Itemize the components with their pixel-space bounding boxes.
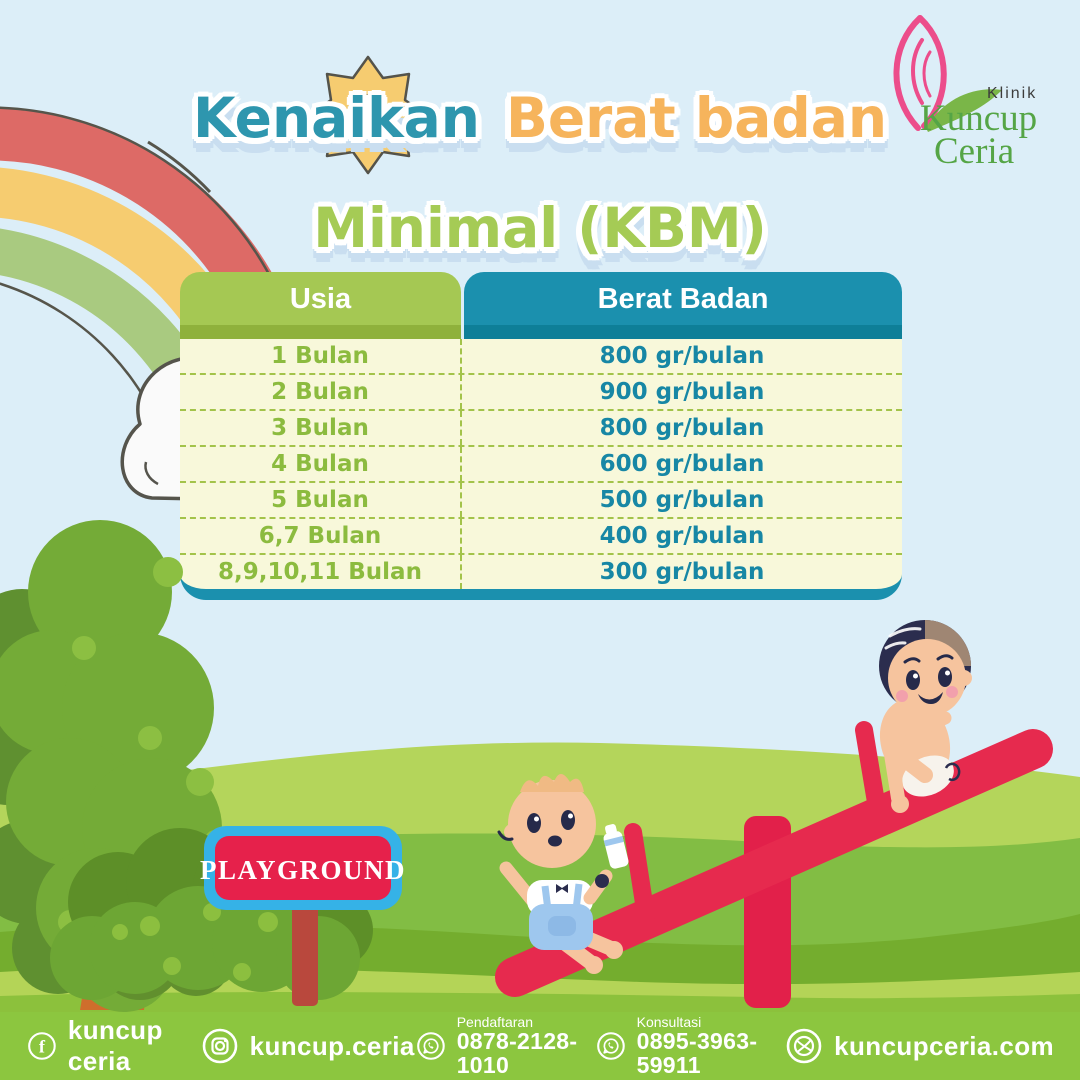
svg-text:f: f bbox=[39, 1036, 46, 1056]
title-word-kenaikan: Kenaikan bbox=[193, 86, 480, 150]
cell-usia: 3 Bulan bbox=[180, 411, 462, 445]
baby-right-illustration bbox=[879, 620, 972, 813]
instagram-handle: kuncup.ceria bbox=[249, 1030, 415, 1061]
website-url: kuncupceria.com bbox=[834, 1030, 1054, 1061]
cell-usia: 4 Bulan bbox=[180, 447, 462, 481]
baby-left-illustration bbox=[497, 774, 629, 974]
logo-leaf bbox=[926, 89, 1002, 132]
table-row: 1 Bulan 800 gr/bulan bbox=[180, 339, 902, 375]
sign-post bbox=[292, 898, 318, 1006]
clinic-logo: Klinik Kuncup Ceria bbox=[893, 15, 1037, 172]
table-row: 2 Bulan 900 gr/bulan bbox=[180, 375, 902, 411]
playground-sign: PLAYGROUND bbox=[200, 826, 406, 1006]
footer-facebook[interactable]: f kuncup ceria bbox=[26, 1015, 200, 1077]
playground-scene: PLAYGROUND bbox=[0, 520, 1080, 1012]
title-word-minimal-kbm: Minimal (KBM) bbox=[313, 196, 767, 260]
title-line1: Kenaikan Berat badan bbox=[0, 70, 1080, 180]
seesaw-handle-right bbox=[855, 721, 887, 823]
logo-bud-inner2 bbox=[922, 50, 932, 98]
sign-label: PLAYGROUND bbox=[200, 855, 406, 885]
footer-whatsapp-konsultasi[interactable]: Konsultasi 0895-3963-59911 bbox=[595, 1013, 784, 1079]
table-header-row: Usia Berat Badan bbox=[180, 272, 902, 339]
cell-berat: 600 gr/bulan bbox=[599, 451, 765, 477]
logo-bud-right bbox=[917, 15, 947, 129]
facebook-handle: kuncup ceria bbox=[67, 1015, 163, 1076]
footer-whatsapp-pendaftaran[interactable]: Pendaftaran 0878-2128-1010 bbox=[415, 1013, 595, 1079]
logo-name-line1: Kuncup bbox=[920, 98, 1037, 139]
rainbow-outline-bottom bbox=[0, 282, 152, 409]
baby-hair-tuft bbox=[520, 774, 584, 792]
cell-berat: 800 gr/bulan bbox=[599, 415, 765, 441]
kbm-table: Usia Berat Badan 1 Bulan 800 gr/bulan 2 … bbox=[180, 272, 902, 600]
col-header-berat-label: Berat Badan bbox=[597, 283, 769, 315]
logo-bud-inner1 bbox=[911, 38, 924, 105]
title-word-berat-badan: Berat badan bbox=[505, 86, 887, 150]
header-shade-green bbox=[180, 325, 461, 339]
cell-berat: 300 gr/bulan bbox=[599, 559, 765, 585]
cell-usia: 6,7 Bulan bbox=[180, 519, 462, 553]
sun-icon bbox=[308, 55, 428, 175]
whatsapp-number: 0895-3963-59911 bbox=[636, 1028, 758, 1079]
whatsapp-number: 0878-2128-1010 bbox=[456, 1028, 578, 1079]
whatsapp-icon bbox=[596, 1032, 625, 1060]
baby-head bbox=[888, 639, 966, 717]
title-line2: Minimal (KBM) bbox=[0, 180, 1080, 290]
baby-head bbox=[508, 780, 596, 868]
logo-bud-left bbox=[893, 15, 923, 131]
baby-bowtie bbox=[556, 884, 568, 893]
header-shade-teal bbox=[464, 325, 902, 339]
cell-usia: 1 Bulan bbox=[180, 339, 462, 373]
milk-bottle bbox=[603, 824, 629, 869]
cell-berat: 800 gr/bulan bbox=[599, 343, 765, 369]
cell-berat: 900 gr/bulan bbox=[599, 379, 765, 405]
table-row: 5 Bulan 500 gr/bulan bbox=[180, 483, 902, 519]
globe-icon bbox=[786, 1028, 822, 1064]
hill-bottom bbox=[0, 992, 1080, 1012]
cell-berat: 400 gr/bulan bbox=[599, 523, 765, 549]
cell-berat: 500 gr/bulan bbox=[599, 487, 765, 513]
table-row: 4 Bulan 600 gr/bulan bbox=[180, 447, 902, 483]
cell-usia: 2 Bulan bbox=[180, 375, 462, 409]
rainbow-accent-line bbox=[147, 140, 212, 194]
col-header-usia-label: Usia bbox=[289, 283, 352, 315]
facebook-icon: f bbox=[28, 1032, 56, 1060]
col-header-usia: Usia bbox=[180, 272, 461, 339]
table-row: 3 Bulan 800 gr/bulan bbox=[180, 411, 902, 447]
logo-name-line2: Ceria bbox=[934, 131, 1014, 172]
cloud-accent-line2 bbox=[144, 461, 159, 486]
rainbow-outline bbox=[0, 106, 290, 317]
whatsapp-icon bbox=[416, 1032, 445, 1060]
sign-panel bbox=[215, 836, 391, 900]
cell-usia: 8,9,10,11 Bulan bbox=[180, 555, 462, 589]
instagram-icon bbox=[202, 1028, 237, 1064]
table-body: 1 Bulan 800 gr/bulan 2 Bulan 900 gr/bula… bbox=[180, 339, 902, 600]
logo-klinik-text: Klinik bbox=[987, 85, 1037, 102]
whatsapp-label: Pendaftaran bbox=[456, 1013, 533, 1030]
diaper-pin bbox=[944, 762, 961, 782]
col-header-berat-badan: Berat Badan bbox=[464, 272, 902, 339]
table-row: 6,7 Bulan 400 gr/bulan bbox=[180, 519, 902, 555]
footer-contact-bar: f kuncup ceria kuncup.ceria Pendaftaran … bbox=[0, 1012, 1080, 1080]
footer-instagram[interactable]: kuncup.ceria bbox=[200, 1026, 415, 1066]
table-row: 8,9,10,11 Bulan 300 gr/bulan bbox=[180, 555, 902, 589]
whatsapp-label: Konsultasi bbox=[636, 1013, 702, 1030]
page-title: Kenaikan Berat badan Minimal (KBM) bbox=[0, 70, 1080, 290]
footer-website[interactable]: kuncupceria.com bbox=[784, 1026, 1054, 1066]
cell-usia: 5 Bulan bbox=[180, 483, 462, 517]
sun-swirl bbox=[353, 93, 391, 131]
seesaw-handle-left bbox=[624, 823, 655, 925]
